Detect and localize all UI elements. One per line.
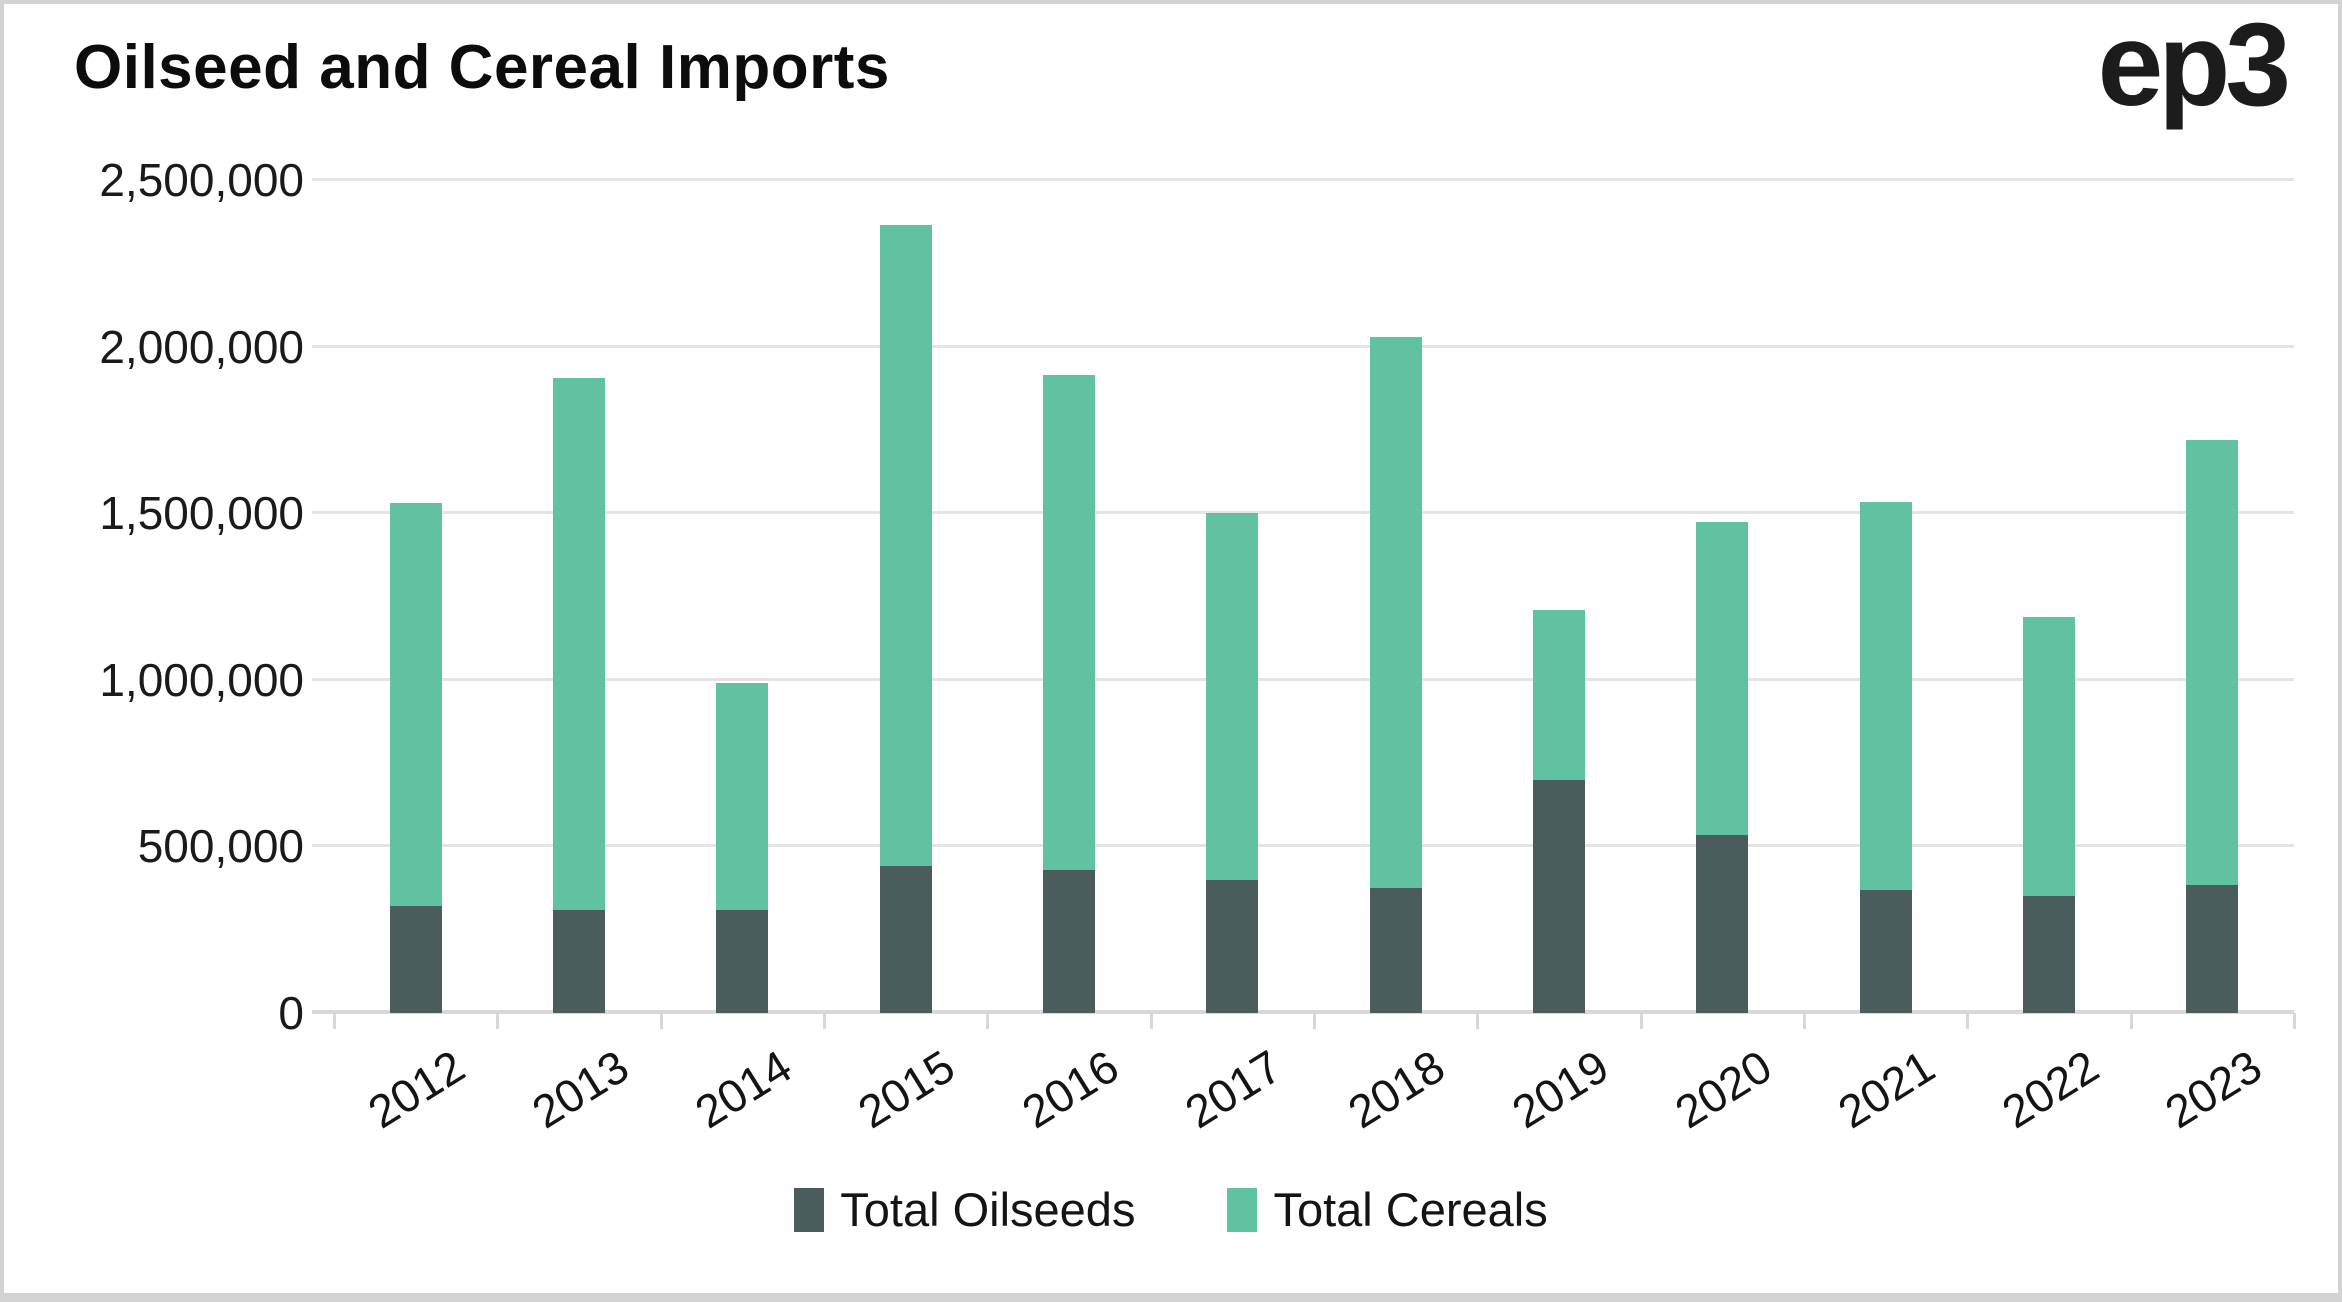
grid-line <box>312 178 2294 181</box>
bar-segment-total-oilseeds-2020 <box>1696 834 1749 1013</box>
bar-segment-total-oilseeds-2019 <box>1532 779 1586 1013</box>
y-tick-label: 2,500,000 <box>99 154 304 206</box>
x-axis-boundary-tick <box>823 1013 826 1029</box>
bar-segment-total-cereals-2022 <box>2022 616 2076 897</box>
grid-line <box>312 511 2294 515</box>
bar-segment-total-oilseeds-2022 <box>2022 896 2076 1013</box>
legend-label-oilseeds: Total Oilseeds <box>840 1183 1136 1236</box>
y-tick-label: 0 <box>278 987 304 1039</box>
x-axis-boundary-tick <box>2129 1013 2133 1029</box>
ep3-logo: ep3 <box>2097 0 2291 131</box>
bar-segment-total-cereals-2018 <box>1369 336 1422 889</box>
legend-item-cereals: Total Cereals <box>1227 1182 1548 1237</box>
bar-segment-total-cereals-2014 <box>716 683 769 910</box>
x-tick-label: 2013 <box>522 1039 638 1139</box>
grid-line <box>312 677 2294 681</box>
bar-segment-total-cereals-2017 <box>1206 513 1259 880</box>
x-axis-boundary-tick <box>496 1013 500 1029</box>
x-axis-boundary-tick <box>1966 1013 1970 1029</box>
bar-segment-total-cereals-2020 <box>1696 521 1749 835</box>
x-tick-label: 2016 <box>1012 1039 1128 1139</box>
x-axis-boundary-tick <box>986 1013 990 1029</box>
x-axis-boundary-tick <box>1639 1013 1643 1029</box>
x-tick-label: 2019 <box>1502 1039 1618 1139</box>
x-axis-boundary-tick <box>1803 1013 1806 1029</box>
bar-segment-total-cereals-2013 <box>552 378 606 910</box>
x-axis-boundary-tick <box>1476 1013 1480 1029</box>
legend-label-cereals: Total Cereals <box>1273 1183 1548 1236</box>
x-axis-boundary-tick <box>659 1013 663 1029</box>
x-tick-label: 2014 <box>686 1039 801 1139</box>
grid-line <box>312 844 2294 848</box>
bar-segment-total-oilseeds-2013 <box>552 909 606 1013</box>
bar-segment-total-cereals-2015 <box>879 225 932 867</box>
bar-segment-total-oilseeds-2015 <box>879 866 932 1013</box>
x-tick-label: 2021 <box>1829 1039 1944 1139</box>
bar-segment-total-oilseeds-2017 <box>1206 879 1259 1013</box>
bar-segment-total-cereals-2023 <box>2186 439 2239 885</box>
x-axis-boundary-tick <box>1149 1013 1153 1029</box>
bar-segment-total-oilseeds-2021 <box>1859 889 1912 1013</box>
y-tick-label: 2,000,000 <box>99 320 304 373</box>
legend-swatch-cereals <box>1227 1187 1258 1232</box>
x-tick-label: 2022 <box>1992 1039 2108 1139</box>
x-tick-label: 2015 <box>849 1039 964 1139</box>
bar-segment-total-oilseeds-2023 <box>2186 884 2239 1013</box>
x-tick-label: 2017 <box>1176 1039 1291 1139</box>
bar-segment-total-cereals-2012 <box>389 503 442 907</box>
bar-segment-total-oilseeds-2018 <box>1369 888 1422 1013</box>
x-axis-line <box>312 1010 2294 1014</box>
x-tick-label: 2018 <box>1339 1039 1454 1139</box>
bar-segment-total-cereals-2016 <box>1042 374 1096 870</box>
bar-segment-total-cereals-2021 <box>1859 501 1912 890</box>
y-tick-label: 1,500,000 <box>99 487 304 540</box>
grid-line <box>312 344 2294 348</box>
x-axis-boundary-tick <box>2293 1013 2296 1029</box>
x-axis-boundary-tick <box>1313 1013 1316 1029</box>
y-tick-label: 500,000 <box>137 820 304 873</box>
chart-title: Oilseed and Cereal Imports <box>74 33 890 102</box>
plot-area: 0 500,000 1,000,000 1,500,000 2,000,000 2,500… <box>99 154 2296 1138</box>
x-axis-boundary-tick <box>333 1013 336 1029</box>
bar-segment-total-oilseeds-2016 <box>1042 869 1096 1013</box>
x-tick-label: 2012 <box>359 1039 474 1139</box>
x-tick-label: 2020 <box>1666 1039 1781 1139</box>
x-tick-label: 2023 <box>2156 1039 2271 1139</box>
y-tick-label: 1,000,000 <box>99 653 304 706</box>
legend-item-oilseeds: Total Oilseeds <box>794 1182 1135 1237</box>
bar-segment-total-oilseeds-2012 <box>389 906 442 1013</box>
legend: Total Oilseeds Total Cereals <box>4 1182 2338 1237</box>
bar-segment-total-cereals-2019 <box>1532 609 1586 780</box>
bar-segment-total-oilseeds-2014 <box>716 909 769 1013</box>
legend-swatch-oilseeds <box>794 1187 825 1232</box>
